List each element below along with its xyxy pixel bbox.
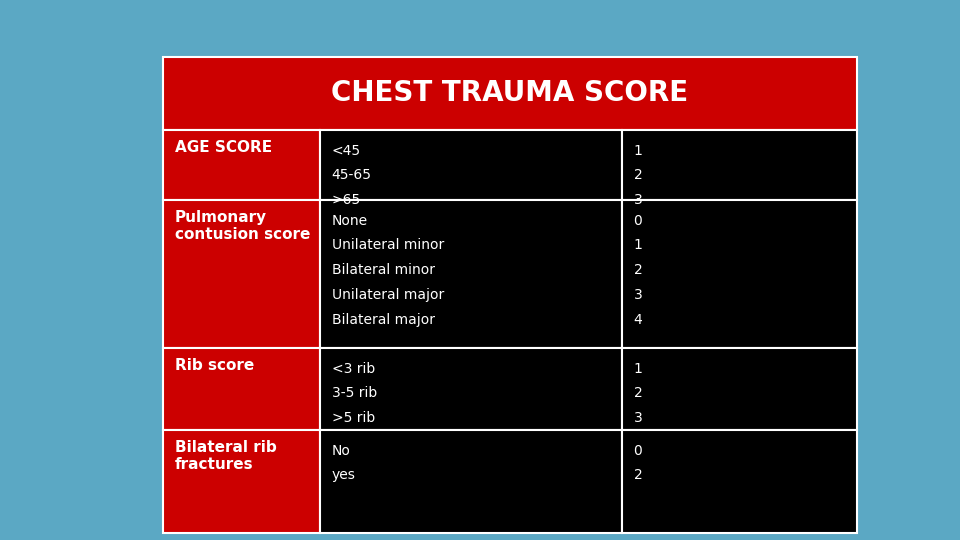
Text: 3: 3 <box>634 193 642 207</box>
Text: Unilateral major: Unilateral major <box>331 288 444 302</box>
Bar <box>622 130 857 200</box>
Text: 1: 1 <box>634 238 642 252</box>
Text: Bilateral rib
fractures: Bilateral rib fractures <box>175 440 276 472</box>
Bar <box>163 57 857 130</box>
Text: 1: 1 <box>634 144 642 158</box>
Text: Rib score: Rib score <box>175 357 253 373</box>
Text: Bilateral minor: Bilateral minor <box>331 263 435 277</box>
Text: 2: 2 <box>634 168 642 183</box>
Bar <box>163 430 320 533</box>
Text: 2: 2 <box>634 468 642 482</box>
Text: <3 rib: <3 rib <box>331 361 374 375</box>
Bar <box>163 348 320 430</box>
Text: 2: 2 <box>634 386 642 400</box>
Text: 45-65: 45-65 <box>331 168 372 183</box>
Text: CHEST TRAUMA SCORE: CHEST TRAUMA SCORE <box>331 79 688 107</box>
Bar <box>320 348 622 430</box>
Bar <box>163 200 320 348</box>
Bar <box>622 348 857 430</box>
Text: Unilateral minor: Unilateral minor <box>331 238 444 252</box>
Text: <45: <45 <box>331 144 361 158</box>
Text: Pulmonary
contusion score: Pulmonary contusion score <box>175 210 310 242</box>
Text: 1: 1 <box>634 361 642 375</box>
Text: 0: 0 <box>634 443 642 457</box>
Bar <box>320 130 622 200</box>
Text: >65: >65 <box>331 193 361 207</box>
Text: Bilateral major: Bilateral major <box>331 313 435 327</box>
Text: >5 rib: >5 rib <box>331 411 374 425</box>
Text: None: None <box>331 213 368 227</box>
Text: 0: 0 <box>634 213 642 227</box>
Bar <box>320 430 622 533</box>
Text: 3: 3 <box>634 288 642 302</box>
Text: yes: yes <box>331 468 355 482</box>
Text: 2: 2 <box>634 263 642 277</box>
Text: 3-5 rib: 3-5 rib <box>331 386 376 400</box>
Text: No: No <box>331 443 350 457</box>
Text: 3: 3 <box>634 411 642 425</box>
Text: AGE SCORE: AGE SCORE <box>175 140 272 155</box>
Bar <box>320 200 622 348</box>
Bar <box>622 200 857 348</box>
Bar <box>163 130 320 200</box>
Text: 4: 4 <box>634 313 642 327</box>
Bar <box>622 430 857 533</box>
